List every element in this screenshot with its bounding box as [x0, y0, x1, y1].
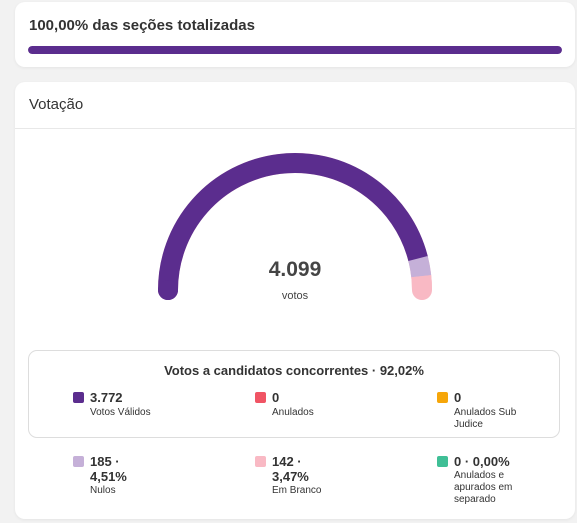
votacao-title: Votação [29, 96, 84, 113]
votos-validos-swatch [73, 392, 84, 403]
progress-bar [28, 46, 562, 54]
anulados-value: 0 [272, 390, 280, 405]
gauge-start-cap [158, 280, 178, 300]
votacao-card: Votação 4.099 votos Votos a candidatos c… [15, 82, 575, 519]
anulados-separado-label: Anulados e apurados em separado [454, 470, 513, 505]
anulados-label: Anulados [272, 407, 314, 418]
gauge-segment-em_branco [411, 275, 432, 291]
progress-title: 100,00% das seções totalizadas [29, 17, 255, 34]
gauge-segment-validos [158, 153, 429, 300]
progress-card: 100,00% das seções totalizadas [15, 2, 575, 67]
concorrentes-box: Votos a candidatos concorrentes · 92,02%… [28, 350, 560, 438]
em-branco-value: 142 · 3,47% [272, 454, 309, 484]
nulos-label: Nulos [90, 485, 116, 496]
gauge-segment-nulos [408, 256, 432, 278]
divider [15, 128, 575, 129]
anulados-separado-value: 0 · 0,00% [454, 454, 510, 469]
em-branco-label: Em Branco [272, 485, 322, 496]
anulados-sub-judice-swatch [437, 392, 448, 403]
progress-bar-fill [28, 46, 562, 54]
votos-validos-label: Votos Válidos [90, 407, 151, 418]
concorrentes-title: Votos a candidatos concorrentes · 92,02% [164, 363, 424, 378]
anulados-sub-judice-value: 0 [454, 390, 462, 405]
votes-gauge [158, 153, 432, 300]
anulados-separado-swatch [437, 456, 448, 467]
anulados-swatch [255, 392, 266, 403]
total-votes-unit: votos [281, 290, 309, 302]
nulos-value: 185 · 4,51% [90, 454, 127, 484]
nulos-swatch [73, 456, 84, 467]
votos-validos-value: 3.772 [90, 390, 123, 405]
em-branco-swatch [255, 456, 266, 467]
total-votes-value: 4.099 [268, 258, 322, 281]
anulados-sub-judice-label: Anulados Sub Judice [454, 407, 517, 430]
